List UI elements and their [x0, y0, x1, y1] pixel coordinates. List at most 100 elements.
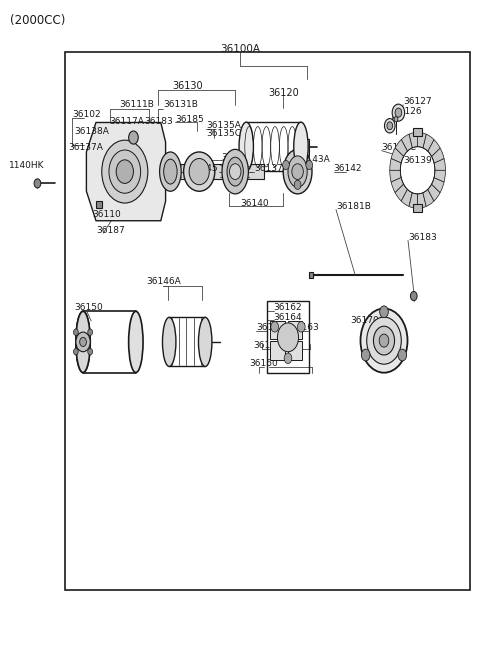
Circle shape: [76, 332, 90, 352]
Text: 36162: 36162: [274, 303, 302, 312]
Circle shape: [361, 349, 370, 361]
Text: 36146A: 36146A: [146, 277, 180, 286]
Wedge shape: [434, 159, 445, 170]
Bar: [288, 341, 302, 360]
Text: 36131B: 36131B: [163, 100, 198, 109]
Bar: [300, 139, 309, 155]
Ellipse shape: [162, 318, 176, 367]
Wedge shape: [390, 159, 401, 170]
Wedge shape: [432, 178, 444, 193]
Ellipse shape: [159, 152, 181, 191]
Text: 36187: 36187: [96, 226, 125, 235]
Circle shape: [271, 322, 278, 332]
Ellipse shape: [164, 159, 177, 184]
Circle shape: [109, 150, 141, 193]
Wedge shape: [418, 132, 426, 148]
Circle shape: [73, 329, 78, 335]
Ellipse shape: [294, 122, 308, 172]
Bar: [270, 341, 285, 360]
Circle shape: [395, 108, 402, 117]
Ellipse shape: [288, 156, 307, 187]
Ellipse shape: [222, 149, 249, 194]
Text: 36163: 36163: [290, 323, 319, 332]
Circle shape: [73, 348, 78, 355]
Circle shape: [88, 348, 93, 355]
Text: 36183: 36183: [144, 117, 173, 126]
Wedge shape: [395, 140, 408, 157]
Circle shape: [283, 160, 289, 170]
Circle shape: [398, 349, 407, 361]
Text: 36137A: 36137A: [69, 143, 104, 152]
Circle shape: [410, 291, 417, 301]
Text: 1140HK: 1140HK: [9, 160, 44, 170]
Circle shape: [373, 326, 395, 355]
Circle shape: [116, 160, 133, 183]
Text: 36170A: 36170A: [254, 341, 288, 350]
Text: 36102: 36102: [72, 110, 101, 119]
Circle shape: [34, 179, 41, 188]
Text: 36127: 36127: [403, 97, 432, 106]
Wedge shape: [423, 189, 434, 206]
Wedge shape: [434, 170, 445, 182]
Bar: [288, 321, 302, 339]
Text: 36142: 36142: [334, 164, 362, 174]
Circle shape: [394, 117, 398, 122]
Bar: [158, 164, 264, 179]
Text: 36100A: 36100A: [220, 44, 260, 54]
Text: 36117A: 36117A: [109, 117, 144, 126]
Bar: [309, 272, 313, 278]
Text: 36143A: 36143A: [295, 155, 330, 164]
Text: 36160: 36160: [250, 359, 278, 368]
Circle shape: [277, 323, 299, 352]
Wedge shape: [390, 170, 401, 182]
Wedge shape: [432, 148, 444, 163]
Text: 36130: 36130: [172, 81, 203, 92]
Ellipse shape: [76, 311, 90, 373]
Wedge shape: [418, 193, 426, 208]
Text: 36137B: 36137B: [254, 164, 289, 174]
Ellipse shape: [189, 159, 209, 185]
Wedge shape: [428, 140, 440, 157]
Wedge shape: [409, 132, 418, 148]
Circle shape: [379, 334, 389, 347]
Circle shape: [392, 104, 405, 121]
Text: 36185: 36185: [175, 115, 204, 124]
Ellipse shape: [239, 122, 253, 172]
Text: 36126: 36126: [394, 107, 422, 116]
Text: 36164: 36164: [274, 312, 302, 322]
Wedge shape: [391, 178, 404, 193]
Text: 36181B: 36181B: [336, 202, 371, 211]
Ellipse shape: [129, 311, 143, 373]
Bar: [413, 204, 422, 212]
Text: 36138A: 36138A: [74, 126, 109, 136]
Circle shape: [129, 131, 138, 144]
Circle shape: [298, 322, 305, 332]
Circle shape: [380, 306, 388, 318]
Bar: [270, 321, 285, 339]
Wedge shape: [395, 184, 408, 201]
Ellipse shape: [227, 157, 243, 186]
Wedge shape: [401, 134, 412, 151]
Text: 36183: 36183: [408, 233, 437, 242]
Text: 36111B: 36111B: [119, 100, 154, 109]
Ellipse shape: [283, 149, 312, 194]
Text: 36135A: 36135A: [206, 121, 241, 130]
Bar: [96, 201, 102, 208]
Ellipse shape: [76, 311, 90, 373]
Wedge shape: [401, 189, 412, 206]
Bar: [267, 301, 309, 373]
Text: 36135C: 36135C: [206, 129, 241, 138]
Bar: [413, 128, 422, 136]
Text: 36110: 36110: [93, 210, 121, 219]
Text: 36150: 36150: [74, 303, 103, 312]
Circle shape: [80, 337, 86, 346]
Ellipse shape: [360, 309, 408, 373]
Circle shape: [284, 353, 292, 364]
Text: 36120: 36120: [268, 88, 299, 98]
Wedge shape: [423, 134, 434, 151]
Circle shape: [102, 140, 148, 203]
Circle shape: [387, 122, 393, 130]
Circle shape: [292, 164, 303, 179]
Circle shape: [384, 119, 395, 133]
Polygon shape: [86, 122, 166, 221]
